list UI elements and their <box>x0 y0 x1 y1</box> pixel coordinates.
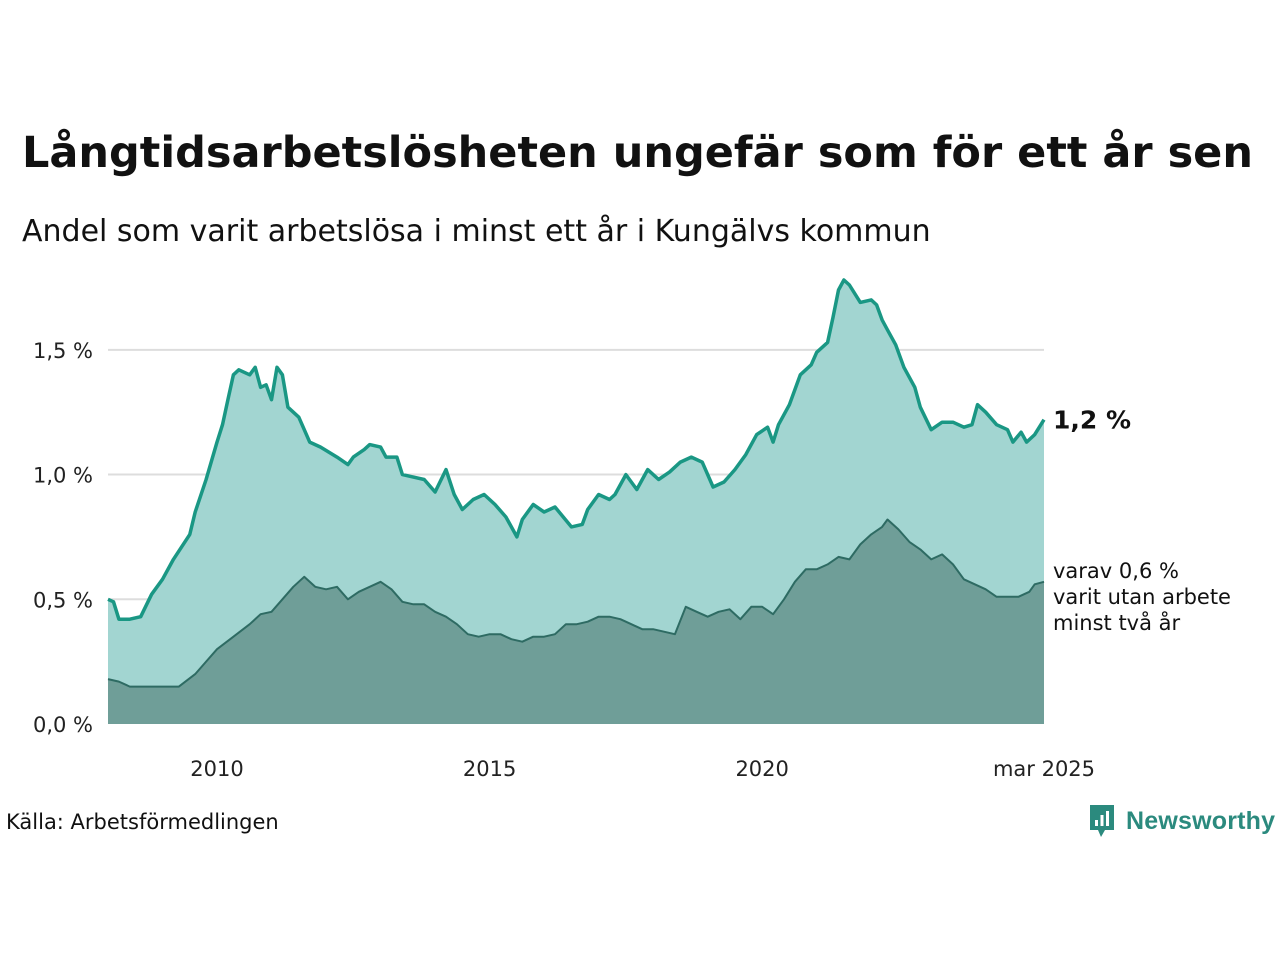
chart-title: Långtidsarbetslösheten ungefär som för e… <box>22 128 1253 178</box>
x-tick-label: mar 2025 <box>993 757 1095 781</box>
y-tick-label: 0,0 % <box>33 713 93 737</box>
x-tick-label: 2020 <box>735 757 788 781</box>
series-line-total <box>107 278 1046 621</box>
x-tick-label: 2015 <box>463 757 516 781</box>
chart-subtitle: Andel som varit arbetslösa i minst ett å… <box>22 214 931 249</box>
y-tick-label: 1,0 % <box>33 464 93 488</box>
axis-labels: 0,0 % 0,5 % 1,0 % 1,5 % 2010 2015 2020 mar 2025 <box>33 339 1095 781</box>
y-tick-label: 0,5 % <box>33 588 93 612</box>
series-two-years-end-label: minst två år <box>1053 610 1181 635</box>
brand-name: Newsworthy <box>1126 806 1276 835</box>
series-line-two-years <box>107 518 1045 688</box>
newsworthy-logo-icon <box>1090 805 1114 837</box>
series-two-years-end-label: varit utan arbete <box>1053 585 1231 609</box>
series-total-end-label: 1,2 % <box>1053 406 1131 435</box>
series-two-years-end-label: varav 0,6 % <box>1053 559 1179 583</box>
y-tick-label: 1,5 % <box>33 339 93 363</box>
source-label: Källa: Arbetsförmedlingen <box>6 810 279 834</box>
brand-logo[interactable]: Newsworthy <box>1088 803 1275 839</box>
plot-area <box>107 278 1046 724</box>
series-area-two-years <box>108 519 1044 724</box>
x-tick-label: 2010 <box>190 757 243 781</box>
